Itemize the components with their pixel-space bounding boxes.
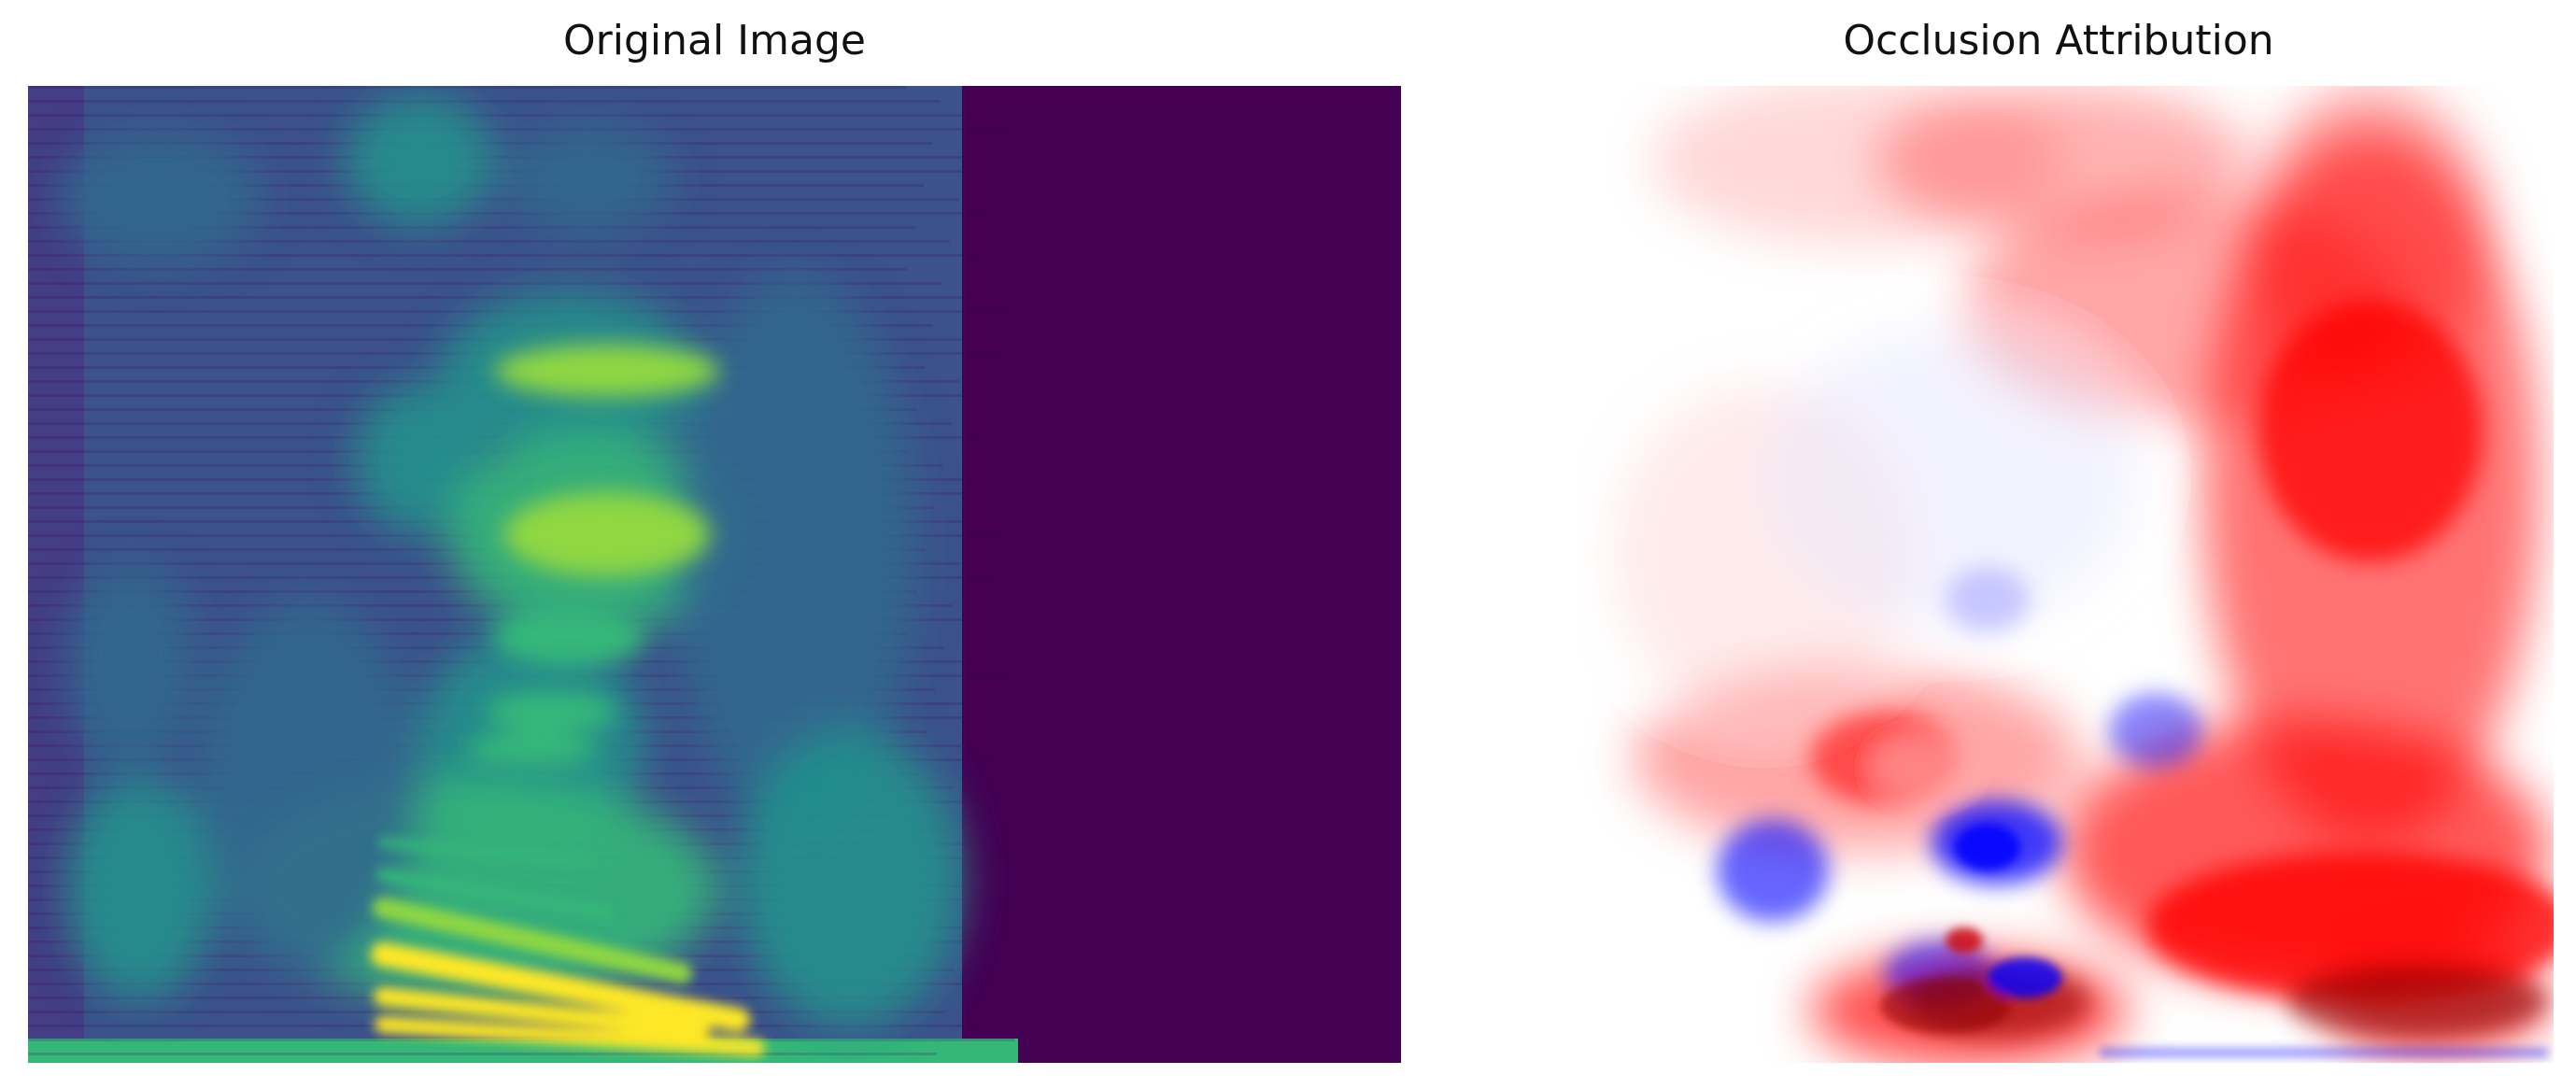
spectrogram-graphic [28,86,1401,1063]
attribution-graphic [1614,86,2554,1063]
original-image-title: Original Image [563,17,866,64]
occlusion-attribution-title: Occlusion Attribution [1843,17,2274,64]
occlusion-attribution-heatmap [1577,86,2554,1063]
original-image-spectrogram [28,86,1401,1063]
